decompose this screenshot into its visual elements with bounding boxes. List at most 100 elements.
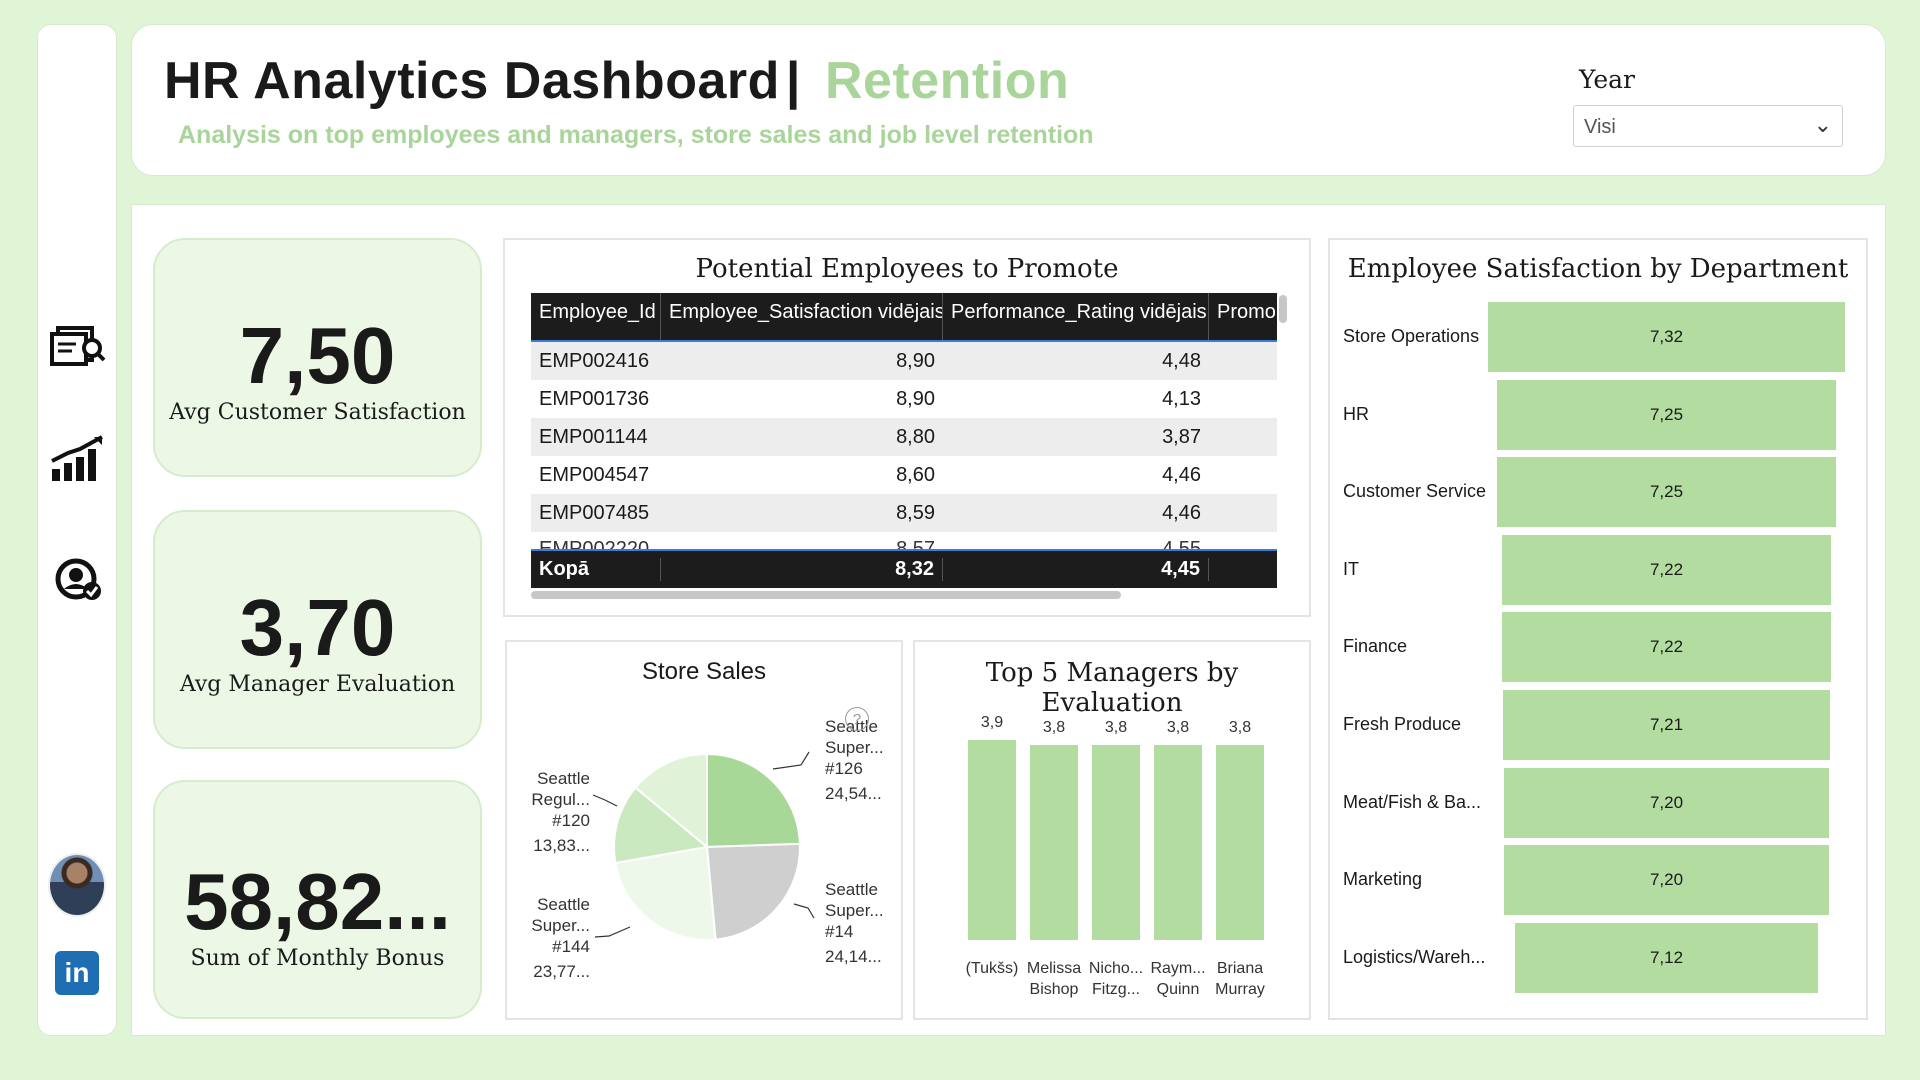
pie-label-line: Seattle [825,880,878,899]
table-row[interactable]: EMP001144 8,80 3,87 [531,418,1277,456]
pie-slice[interactable] [634,752,708,850]
year-dropdown-value: Visi [1584,116,1616,138]
pie-label-line: 24,14... [825,947,882,966]
department-name: Finance [1343,636,1408,657]
cell-rating: 4,46 [1162,463,1201,486]
data-label: 3,8 [1042,719,1066,737]
kpi-value: 7,50 [239,311,396,400]
bar[interactable]: 7,25 [1497,379,1836,450]
category-label-line: Melissa [1026,960,1082,977]
category-label-line: Murray [1215,981,1265,998]
vertical-scrollbar[interactable] [1279,295,1287,323]
column-header[interactable]: Promo [1217,301,1276,323]
column-header[interactable]: Performance_Rating vidējais [943,293,1209,340]
table-row[interactable]: EMP002416 8,90 4,48 [531,342,1277,380]
data-label: 3,8 [1104,719,1128,737]
table-row[interactable]: EMP004547 8,60 4,46 [531,456,1277,494]
cell-rating: 4,55 [1162,538,1201,549]
department-row[interactable]: IT 7,22 [1343,534,1841,605]
department-name: Meat/Fish & Ba... [1343,791,1482,812]
promote-table[interactable]: Employee_Id Employee_Satisfaction vidēja… [531,293,1277,532]
cell-satisfaction: 8,60 [896,463,935,486]
category-label-line: Nicho... [1088,960,1144,977]
department-row[interactable]: Customer Service 7,25 [1343,457,1841,528]
total-rating: 4,45 [943,558,1209,581]
bar[interactable]: 7,22 [1501,534,1832,605]
department-row[interactable]: Fresh Produce 7,21 [1343,690,1841,760]
table-row[interactable]: EMP007485 8,59 4,46 [531,494,1277,532]
department-name: Customer Service [1343,481,1487,502]
store-sales-pie-chart [592,751,815,941]
year-dropdown[interactable]: Visi ⌄ [1573,105,1843,147]
bar[interactable]: 7,22 [1501,612,1832,683]
title-separator: | [785,52,801,110]
pie-label-line: Super... [531,916,590,935]
kpi-label: Avg Manager Evaluation [179,672,456,697]
pie-slice[interactable] [614,845,717,941]
kpi-label: Sum of Monthly Bonus [190,946,445,971]
bar[interactable] [1216,745,1264,940]
pie-label-line: #14 [825,922,854,941]
table-row-partial[interactable]: EMP002220 8,57 4,55 [531,534,1277,549]
pie-label-line: 23,77... [533,962,590,981]
data-label: 7,22 [1649,637,1684,657]
sidebar-nav: in [37,24,117,1036]
table-total-row: Kopā 8,32 4,45 [531,549,1277,588]
data-label: 7,25 [1649,404,1684,424]
bar[interactable] [1092,745,1140,940]
retention-check-icon[interactable] [38,550,118,610]
panel-title: Employee Satisfaction by Department [1347,254,1849,284]
cell-rating: 4,46 [1162,501,1201,524]
column-header-sorted[interactable]: Employee_Satisfaction vidējais [661,293,943,340]
category-label-line: Raym... [1150,960,1206,977]
cell-satisfaction: 8,90 [896,349,935,372]
category-label: Raym... Quinn [1142,958,1214,1000]
help-icon[interactable]: ? [845,707,869,731]
department-row[interactable]: Finance 7,22 [1343,612,1841,683]
cell-employee-id: EMP001144 [539,425,648,448]
category-label-line: (Tukšs) [965,960,1019,977]
department-row[interactable]: HR 7,25 [1343,379,1841,450]
panel-title: Store Sales [641,658,767,685]
cell-employee-id: EMP002220 [539,538,650,549]
report-search-icon[interactable] [38,315,118,375]
data-label: 7,22 [1649,559,1684,579]
pie-label-line: Super... [825,901,884,920]
cell-satisfaction: 8,80 [896,425,935,448]
bar[interactable]: 7,25 [1497,457,1836,528]
growth-chart-icon[interactable] [38,430,118,490]
category-label-line: Bishop [1029,981,1079,998]
bar[interactable] [1030,745,1078,940]
table-header-row: Employee_Id Employee_Satisfaction vidēja… [531,293,1277,342]
bar[interactable]: 7,20 [1504,767,1829,838]
department-row[interactable]: Meat/Fish & Ba... 7,20 [1343,767,1841,838]
department-row[interactable]: Logistics/Wareh... 7,12 [1343,922,1841,993]
pie-leader-line [772,751,810,770]
department-row[interactable]: Marketing 7,20 [1343,845,1841,916]
pie-slice[interactable] [613,786,710,865]
department-row[interactable]: Store Operations 7,32 [1343,302,1845,372]
pie-slice[interactable] [706,752,801,849]
department-name: Logistics/Wareh... [1343,946,1486,967]
column-header[interactable]: Employee_Id [531,293,661,340]
pie-slice[interactable] [705,842,801,941]
bar[interactable]: 7,21 [1502,690,1831,760]
bar[interactable]: 7,32 [1488,302,1845,372]
bar[interactable] [1154,745,1202,940]
table-row[interactable]: EMP001736 8,90 4,13 [531,380,1277,418]
data-label: 3,8 [1228,719,1252,737]
category-label-line: Quinn [1156,981,1200,998]
department-name: Store Operations [1343,326,1480,346]
cell-employee-id: EMP004547 [539,463,650,486]
cell-satisfaction: 8,90 [896,387,935,410]
data-label: 7,21 [1649,715,1684,734]
kpi-card-customer-satisfaction: 7,50 Avg Customer Satisfaction [153,238,482,477]
data-label: 3,9 [980,714,1004,731]
bar[interactable]: 7,12 [1515,922,1818,993]
avatar[interactable] [48,853,106,917]
horizontal-scrollbar[interactable] [531,591,1121,599]
pie-leader-line [592,794,618,807]
bar[interactable] [968,740,1016,940]
bar[interactable]: 7,20 [1504,845,1829,916]
linkedin-icon[interactable]: in [55,951,99,995]
